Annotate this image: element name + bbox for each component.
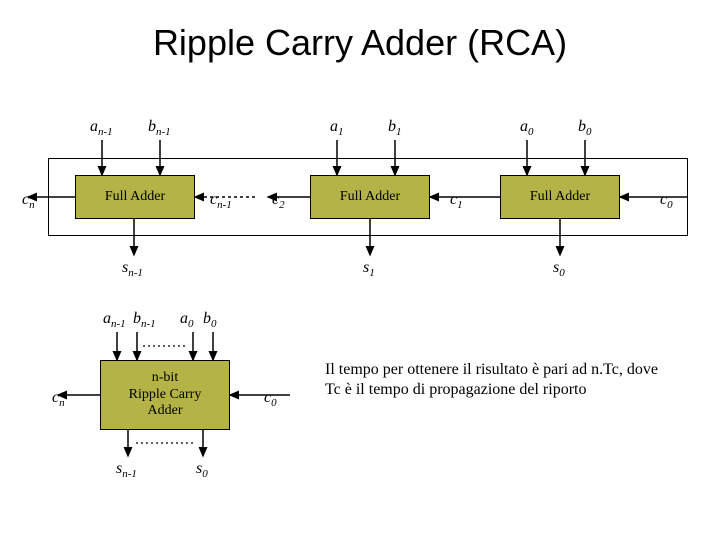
input-label: b1 — [388, 118, 402, 138]
full-adder-block: Full Adder — [500, 175, 620, 219]
carry-label: cn — [22, 191, 35, 211]
full-adder-block: Full Adder — [310, 175, 430, 219]
description-text: Il tempo per ottenere il risultato è par… — [325, 360, 665, 400]
carry-label: c2 — [272, 191, 285, 211]
carry-label: c0 — [660, 191, 673, 211]
output-label: s1 — [363, 259, 375, 279]
nbit-input-label: b0 — [203, 310, 217, 330]
nbit-output-label: sn-1 — [116, 460, 137, 480]
output-label: s0 — [553, 259, 565, 279]
input-label: b0 — [578, 118, 592, 138]
nbit-input-label: bn-1 — [133, 310, 156, 330]
carry-label: c1 — [450, 191, 463, 211]
carry-label: cn-1 — [210, 191, 232, 211]
nbit-carry-label: cn — [52, 389, 65, 409]
input-label: a1 — [330, 118, 344, 138]
full-adder-block: Full Adder — [75, 175, 195, 219]
nbit-output-label: s0 — [196, 460, 208, 480]
nbit-carry-label: c0 — [264, 389, 277, 409]
input-label: bn-1 — [148, 118, 171, 138]
nbit-rca-block: n-bit Ripple Carry Adder — [100, 360, 230, 430]
nbit-input-label: an-1 — [103, 310, 126, 330]
input-label: a0 — [520, 118, 534, 138]
nbit-input-label: a0 — [180, 310, 194, 330]
output-label: sn-1 — [122, 259, 143, 279]
input-label: an-1 — [90, 118, 113, 138]
